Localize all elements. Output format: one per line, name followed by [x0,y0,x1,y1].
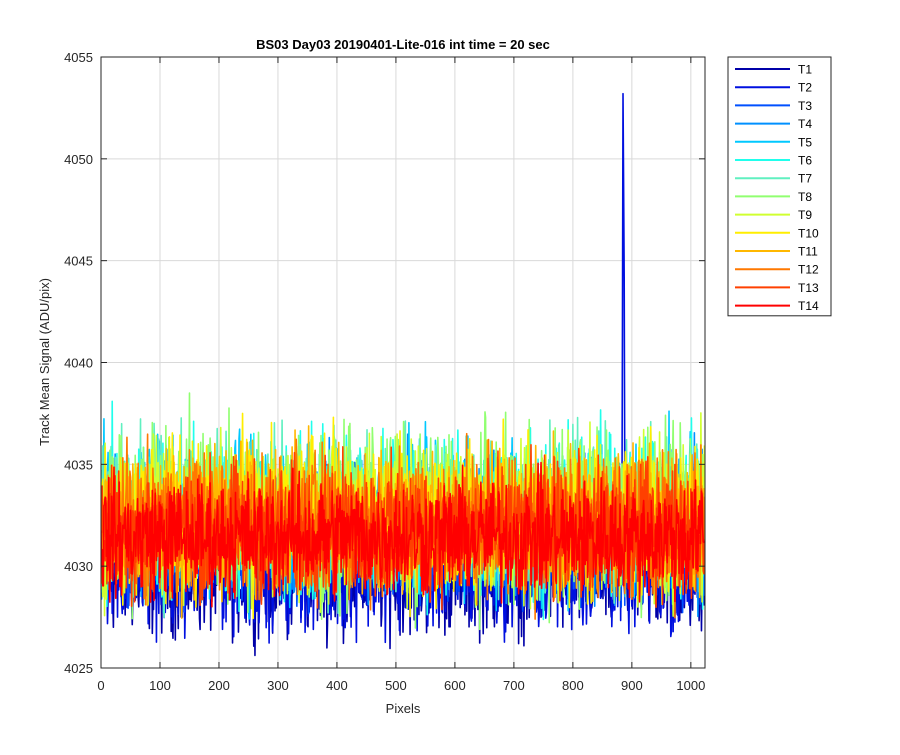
y-tick-label: 4035 [64,457,93,472]
legend-item-t10[interactable]: T10 [735,226,819,240]
y-tick-label: 4030 [64,559,93,574]
legend-label: T7 [798,172,812,186]
legend-item-t11[interactable]: T11 [735,245,818,259]
y-tick-label: 4055 [64,50,93,65]
x-tick-label: 0 [97,678,104,693]
legend-label: T6 [798,154,812,168]
legend-label: T5 [798,135,812,149]
legend-item-t12[interactable]: T12 [735,263,819,277]
legend-label: T14 [798,299,819,313]
legend-label: T8 [798,190,812,204]
y-axis-label: Track Mean Signal (ADU/pix) [37,278,52,446]
legend-item-t7[interactable]: T7 [735,172,812,186]
x-axis-label: Pixels [386,701,421,716]
x-tick-label: 200 [208,678,230,693]
legend-item-t8[interactable]: T8 [735,190,812,204]
y-tick-label: 4045 [64,254,93,269]
legend-label: T10 [798,226,819,240]
legend-item-t6[interactable]: T6 [735,154,812,168]
legend-label: T9 [798,208,812,222]
legend-item-t5[interactable]: T5 [735,135,812,149]
y-tick-label: 4050 [64,152,93,167]
x-tick-label: 900 [621,678,643,693]
series-line-t14 [101,461,705,608]
legend-label: T12 [798,263,819,277]
legend-item-t4[interactable]: T4 [735,117,812,131]
legend-item-t1[interactable]: T1 [735,63,812,77]
legend-item-t2[interactable]: T2 [735,81,812,95]
x-tick-label: 600 [444,678,466,693]
x-tick-label: 300 [267,678,289,693]
x-tick-label: 400 [326,678,348,693]
legend-box [727,56,832,317]
x-tick-label: 100 [149,678,171,693]
legend-label: T3 [798,99,812,113]
legend-item-t13[interactable]: T13 [735,281,819,295]
x-tick-label: 500 [385,678,407,693]
legend-label: T13 [798,281,819,295]
x-tick-label: 700 [503,678,525,693]
x-tick-label: 800 [562,678,584,693]
legend[interactable]: T1 T2 T3 T4 T5 T6 T7 T8 T9 T10 T11 T12 T13 T14 [727,56,832,317]
ticks: 0 100 200 300 400 500 600 700 800 900 1000 4025 4030… [64,50,705,693]
legend-item-t14[interactable]: T14 [735,299,819,313]
y-tick-label: 4025 [64,661,93,676]
legend-label: T4 [798,117,812,131]
chart-title: BS03 Day03 20190401-Lite-016 int time = … [256,37,550,52]
legend-label: T1 [798,63,812,77]
x-tick-label: 1000 [676,678,705,693]
legend-label: T2 [798,81,812,95]
legend-item-t9[interactable]: T9 [735,208,812,222]
legend-label: T11 [798,245,818,259]
series-layer [101,92,705,657]
y-tick-label: 4040 [64,356,93,371]
legend-item-t3[interactable]: T3 [735,99,812,113]
